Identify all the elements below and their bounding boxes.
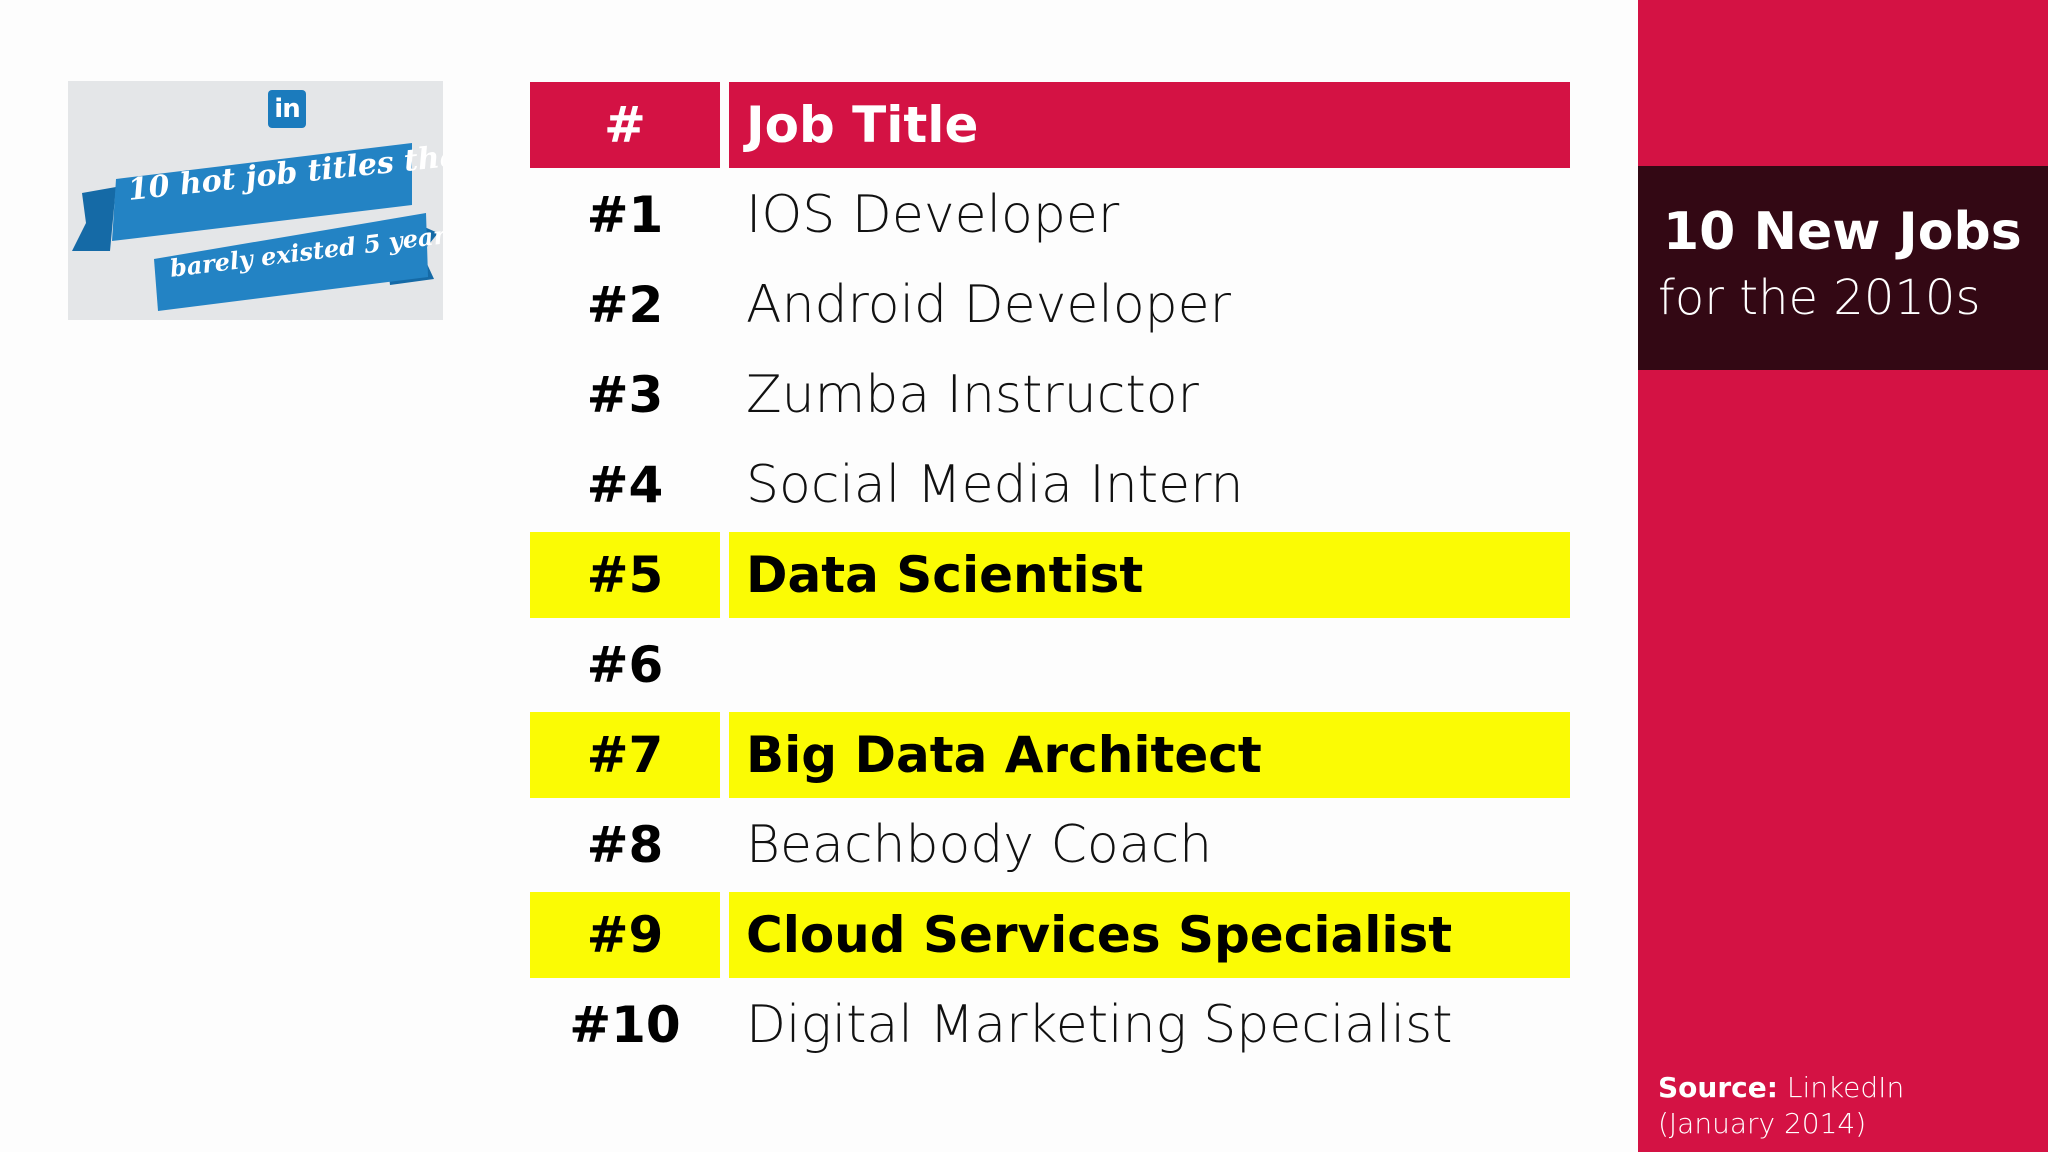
table-row: #9 Cloud Services Specialist [530, 892, 1570, 982]
table-row: #5 Data Scientist [530, 532, 1570, 622]
table-row: #8 Beachbody Coach [530, 802, 1570, 892]
table-row: #6 [530, 622, 1570, 712]
job-title-cell: Android Developer [746, 275, 1232, 335]
header-title-cell: Job Title [729, 82, 1570, 168]
job-title-cell: Cloud Services Specialist [729, 892, 1570, 978]
job-title-cell [729, 622, 1570, 708]
job-title-cell: Zumba Instructor [746, 365, 1199, 425]
slide-title-box: 10 New Jobs for the 2010s [1638, 166, 2048, 370]
job-title-cell: Big Data Architect [729, 712, 1570, 798]
table-row: #2 Android Developer [530, 262, 1570, 352]
rank-cell: #5 [530, 532, 720, 618]
rank-cell: #1 [586, 186, 664, 244]
job-title-cell: Data Scientist [729, 532, 1570, 618]
job-titles-table: # Job Title #1 IOS Developer #2 Android … [530, 82, 1570, 1072]
linkedin-logo-icon: in [268, 90, 306, 128]
rank-cell: #10 [569, 996, 681, 1054]
linkedin-badge-image: in 10 hot job titles that barely existed… [68, 81, 443, 320]
table-row: #3 Zumba Instructor [530, 352, 1570, 442]
job-title-cell: Beachbody Coach [746, 815, 1213, 875]
slide-subtitle: for the 2010s [1658, 270, 1981, 326]
ribbon-banner-graphic [72, 143, 438, 311]
table-row: #4 Social Media Intern [530, 442, 1570, 532]
rank-cell: #8 [586, 816, 664, 874]
job-title-cell: Digital Marketing Specialist [746, 995, 1453, 1055]
rank-cell: #9 [530, 892, 720, 978]
side-panel: 10 New Jobs for the 2010s Source: Linked… [1638, 0, 2048, 1152]
slide-title: 10 New Jobs [1663, 202, 2022, 262]
job-title-cell: Social Media Intern [746, 455, 1244, 515]
table-row: #1 IOS Developer [530, 172, 1570, 262]
source-date: (January 2014) [1658, 1107, 1867, 1140]
source-note: Source: LinkedIn (January 2014) [1658, 1070, 1904, 1142]
rank-cell: #7 [530, 712, 720, 798]
rank-cell: #3 [586, 366, 664, 424]
table-header-row: # Job Title [530, 82, 1570, 172]
job-title-cell: IOS Developer [746, 185, 1120, 245]
table-row: #7 Big Data Architect [530, 712, 1570, 802]
header-number-cell: # [530, 82, 720, 168]
source-value: LinkedIn [1786, 1071, 1905, 1104]
rank-cell: #4 [586, 456, 664, 514]
table-row: #10 Digital Marketing Specialist [530, 982, 1570, 1072]
rank-cell: #2 [586, 276, 664, 334]
source-label: Source: [1658, 1071, 1778, 1104]
rank-cell: #6 [586, 636, 664, 694]
